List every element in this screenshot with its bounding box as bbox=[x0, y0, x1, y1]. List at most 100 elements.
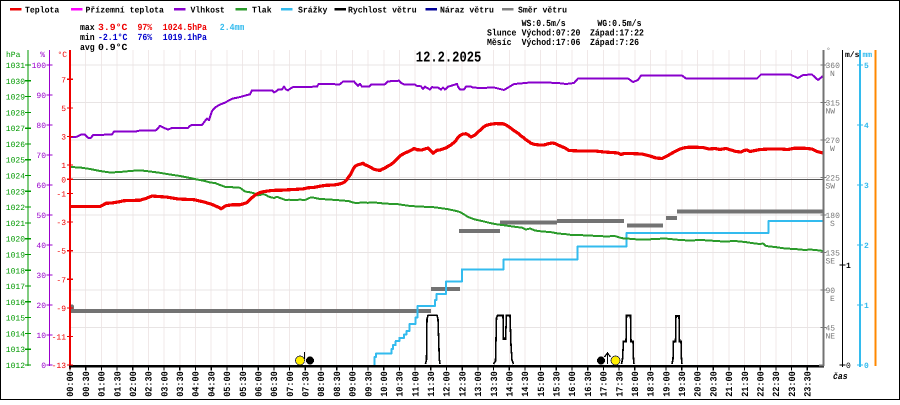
svg-text:20:30: 20:30 bbox=[708, 371, 719, 397]
svg-text:04:00: 04:00 bbox=[191, 371, 202, 397]
svg-text:Měsíc: Měsíc bbox=[487, 37, 512, 48]
svg-text:hPa: hPa bbox=[6, 51, 21, 60]
svg-text:22:00: 22:00 bbox=[756, 371, 767, 397]
svg-text:10:00: 10:00 bbox=[379, 371, 390, 397]
svg-text:270: 270 bbox=[826, 137, 841, 146]
svg-text:3: 3 bbox=[864, 182, 869, 191]
svg-text:225: 225 bbox=[826, 175, 841, 184]
svg-text:1013: 1013 bbox=[6, 346, 25, 355]
svg-text:03:30: 03:30 bbox=[175, 371, 186, 397]
svg-text:30: 30 bbox=[36, 272, 46, 281]
svg-text:20: 20 bbox=[36, 302, 46, 311]
svg-text:NW: NW bbox=[826, 108, 836, 117]
svg-text:3.9°C: 3.9°C bbox=[98, 22, 128, 33]
svg-text:03:00: 03:00 bbox=[159, 371, 170, 397]
svg-text:14:00: 14:00 bbox=[505, 371, 516, 397]
svg-text:-3: -3 bbox=[56, 219, 66, 228]
svg-text:1030: 1030 bbox=[6, 78, 25, 87]
svg-text:22:30: 22:30 bbox=[771, 371, 782, 397]
svg-text:12.2.2025: 12.2.2025 bbox=[416, 50, 482, 67]
svg-text:40: 40 bbox=[36, 242, 46, 251]
svg-text:15:30: 15:30 bbox=[552, 371, 563, 397]
svg-text:Srážky: Srážky bbox=[298, 5, 328, 15]
svg-text:0: 0 bbox=[846, 362, 851, 371]
svg-text:10: 10 bbox=[36, 332, 46, 341]
svg-text:-5: -5 bbox=[56, 248, 66, 257]
svg-text:07:30: 07:30 bbox=[301, 371, 312, 397]
svg-text:16:30: 16:30 bbox=[583, 371, 594, 397]
svg-text:Tlak: Tlak bbox=[252, 5, 272, 15]
svg-text:N: N bbox=[830, 70, 835, 79]
svg-text:180: 180 bbox=[826, 212, 841, 221]
svg-text:1015: 1015 bbox=[6, 315, 25, 324]
svg-text:11:30: 11:30 bbox=[426, 371, 437, 397]
svg-text:90: 90 bbox=[36, 92, 46, 101]
svg-text:0: 0 bbox=[864, 362, 869, 371]
svg-text:5: 5 bbox=[864, 62, 869, 71]
svg-text:1031: 1031 bbox=[6, 62, 25, 71]
svg-text:NE: NE bbox=[826, 333, 836, 342]
svg-text:°C: °C bbox=[58, 51, 68, 60]
svg-text:W: W bbox=[830, 145, 835, 154]
svg-text:18:00: 18:00 bbox=[630, 371, 641, 397]
svg-text:02:00: 02:00 bbox=[128, 371, 139, 397]
svg-text:4: 4 bbox=[864, 122, 869, 131]
svg-text:12:30: 12:30 bbox=[457, 371, 468, 397]
svg-text:1022: 1022 bbox=[6, 204, 25, 213]
svg-text:5: 5 bbox=[61, 105, 66, 114]
svg-text:1018: 1018 bbox=[6, 267, 25, 276]
svg-text:04:30: 04:30 bbox=[206, 371, 217, 397]
svg-text:50: 50 bbox=[36, 212, 46, 221]
svg-text:WS:0.5m/s: WS:0.5m/s bbox=[522, 18, 566, 29]
svg-text:7: 7 bbox=[61, 76, 66, 85]
svg-text:05:00: 05:00 bbox=[222, 371, 233, 397]
svg-text:1023: 1023 bbox=[6, 188, 25, 197]
svg-text:12:00: 12:00 bbox=[442, 371, 453, 397]
svg-text:SE: SE bbox=[826, 258, 836, 267]
svg-text:1029: 1029 bbox=[6, 94, 25, 103]
svg-text:06:30: 06:30 bbox=[269, 371, 280, 397]
svg-text:Rychlost větru: Rychlost větru bbox=[348, 5, 417, 15]
svg-text:70: 70 bbox=[36, 152, 46, 161]
svg-text:06:00: 06:00 bbox=[253, 371, 264, 397]
svg-text:23:30: 23:30 bbox=[803, 371, 814, 397]
svg-text:Přízemní teplota: Přízemní teplota bbox=[86, 5, 164, 15]
svg-text:19:00: 19:00 bbox=[661, 371, 672, 397]
svg-text:17:30: 17:30 bbox=[614, 371, 625, 397]
svg-text:Východ:07:20: Východ:07:20 bbox=[522, 28, 581, 39]
svg-text:02:30: 02:30 bbox=[144, 371, 155, 397]
svg-text:Západ:17:22: Západ:17:22 bbox=[590, 28, 644, 39]
svg-text:1: 1 bbox=[846, 262, 851, 271]
svg-text:2.4mm: 2.4mm bbox=[220, 22, 245, 33]
svg-text:1: 1 bbox=[61, 162, 66, 171]
svg-text:17:00: 17:00 bbox=[599, 371, 610, 397]
svg-text:Vlhkost: Vlhkost bbox=[191, 5, 225, 15]
svg-text:-13: -13 bbox=[52, 362, 67, 371]
svg-text:2: 2 bbox=[864, 242, 869, 251]
svg-text:16:00: 16:00 bbox=[567, 371, 578, 397]
svg-text:1019.1hPa: 1019.1hPa bbox=[163, 32, 207, 43]
svg-text:13:30: 13:30 bbox=[489, 371, 500, 397]
svg-text:1024.5hPa: 1024.5hPa bbox=[163, 22, 207, 33]
svg-text:0: 0 bbox=[61, 176, 66, 185]
svg-text:%: % bbox=[40, 51, 45, 60]
svg-text:08:30: 08:30 bbox=[332, 371, 343, 397]
svg-text:S: S bbox=[830, 220, 835, 229]
svg-text:315: 315 bbox=[826, 100, 841, 109]
svg-text:01:00: 01:00 bbox=[97, 371, 108, 397]
svg-text:-7: -7 bbox=[56, 276, 66, 285]
svg-text:20:00: 20:00 bbox=[693, 371, 704, 397]
svg-text:SW: SW bbox=[826, 183, 836, 192]
svg-text:00:30: 00:30 bbox=[81, 371, 92, 397]
svg-text:1021: 1021 bbox=[6, 220, 25, 229]
svg-text:13:00: 13:00 bbox=[473, 371, 484, 397]
svg-text:00:00: 00:00 bbox=[65, 371, 76, 397]
svg-text:Západ:7:26: Západ:7:26 bbox=[590, 37, 639, 48]
svg-text:3: 3 bbox=[61, 133, 66, 142]
svg-text:15:00: 15:00 bbox=[536, 371, 547, 397]
svg-text:1027: 1027 bbox=[6, 125, 25, 134]
svg-text:Směr větru: Směr větru bbox=[518, 5, 567, 15]
svg-text:10:30: 10:30 bbox=[395, 371, 406, 397]
svg-text:°: ° bbox=[826, 47, 831, 56]
svg-text:97%: 97% bbox=[138, 22, 153, 33]
